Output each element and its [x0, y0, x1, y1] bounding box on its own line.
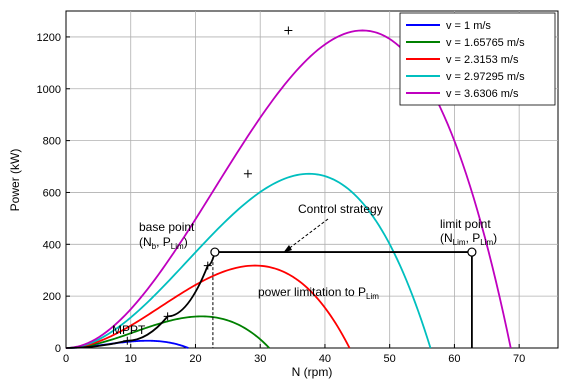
x-tick-label: 50 — [384, 353, 396, 365]
y-axis-label: Power (kW) — [8, 149, 22, 212]
legend-entry-1: v = 1 m/s — [446, 20, 491, 32]
legend-entry-5: v = 3.6306 m/s — [446, 88, 519, 100]
legend-entry-3: v = 2.3153 m/s — [446, 54, 519, 66]
limit-point-coords: (NLim, PLim) — [440, 231, 497, 247]
base-point-coords: (Nb, PLim) — [139, 235, 188, 251]
control-strategy-arrow — [286, 218, 329, 251]
legend: v = 1 m/s v = 1.65765 m/s v = 2.3153 m/s v … — [399, 12, 556, 106]
mppt-curve — [65, 251, 216, 349]
mppt-label: MPPT — [112, 323, 146, 337]
y-tick-label: 1000 — [37, 84, 61, 96]
limit-point-label: limit point — [440, 217, 491, 231]
x-axis-label: N (rpm) — [292, 365, 333, 379]
peak-marker-5 — [284, 26, 293, 35]
power-limitation-label: power limitation to PLim — [258, 285, 379, 301]
x-tick-label: 20 — [189, 353, 201, 365]
series-line-2 — [65, 315, 270, 349]
y-tick-label: 0 — [55, 343, 61, 355]
x-tick-label: 10 — [125, 353, 137, 365]
legend-entry-2: v = 1.65765 m/s — [446, 37, 525, 49]
y-tick-label: 200 — [43, 291, 61, 303]
legend-entry-4: v = 2.97295 m/s — [446, 71, 525, 83]
x-tick-label: 70 — [513, 353, 525, 365]
y-tick-label: 800 — [43, 136, 61, 148]
x-tick-label: 60 — [448, 353, 460, 365]
y-tick-label: 400 — [43, 239, 61, 251]
y-tick-label: 600 — [43, 187, 61, 199]
x-tick-label: 40 — [319, 353, 331, 365]
series-line-3 — [65, 264, 351, 349]
base-point-marker — [210, 247, 220, 257]
base-point-label: base point — [139, 220, 195, 234]
y-ticks: 0 200 400 600 800 1000 1200 — [37, 32, 70, 355]
series-line-4 — [65, 172, 432, 349]
x-tick-label: 30 — [254, 353, 266, 365]
control-strategy-label: Control strategy — [298, 202, 383, 216]
y-tick-label: 1200 — [37, 32, 61, 44]
grid — [66, 11, 558, 348]
strategy-group — [65, 247, 477, 349]
x-ticks: 0 10 20 30 40 50 60 70 — [63, 344, 525, 365]
limit-point-marker — [467, 247, 477, 257]
control-strategy-arrowhead — [283, 245, 292, 253]
x-tick-label: 0 — [63, 353, 69, 365]
peak-marker-4 — [243, 169, 252, 178]
